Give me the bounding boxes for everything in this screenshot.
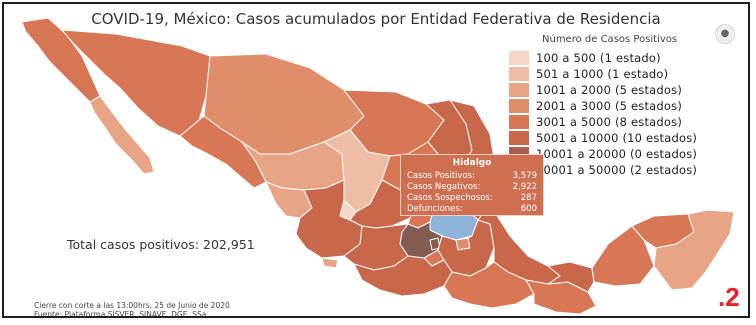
state-quintana-roo[interactable] [653, 209, 735, 291]
legend-label: 501 a 1000 (1 estado) [536, 67, 669, 81]
tooltip-row: Casos Positivos: 3,579 [407, 171, 539, 182]
legend-swatch [509, 99, 529, 113]
legend-label: 2001 a 3000 (5 estados) [536, 99, 683, 113]
tooltip-value: 600 [520, 204, 537, 214]
info-icon: ● [720, 28, 730, 39]
legend-swatch [509, 51, 529, 65]
legend-swatch [509, 115, 529, 129]
tooltip-state-name: Hidalgo [452, 158, 492, 168]
state-baja-california[interactable] [21, 17, 101, 103]
footer-cutoff-note: Cierre con corte a las 13:00hrs, 25 de J… [34, 301, 230, 310]
legend-swatch [509, 67, 529, 81]
state-guerrero[interactable] [353, 255, 453, 297]
tooltip-row: Defunciones: 600 [407, 204, 539, 215]
tooltip-value: 2,922 [512, 182, 537, 192]
info-button[interactable]: ● [715, 24, 735, 44]
state-tabasco[interactable] [547, 261, 595, 293]
legend-label: 3001 a 5000 (8 estados) [536, 115, 683, 129]
state-baja-california-sur[interactable] [89, 95, 155, 175]
legend-swatch [509, 83, 529, 97]
state-sonora[interactable] [61, 29, 211, 137]
tooltip-value: 287 [520, 193, 537, 203]
footer-source-note: Fuente: Plataforma SISVER, SINAVE, DGE, … [34, 310, 209, 318]
map-title: COVID-19, México: Casos acumulados por E… [91, 10, 661, 28]
total-positive-cases: Total casos positivos: 202,951 [67, 237, 255, 252]
state-tooltip: Hidalgo Casos Positivos: 3,579 Casos Neg… [400, 154, 544, 216]
legend-label: 5001 a 10000 (10 estados) [536, 131, 698, 145]
map-visual: COVID-19, México: Casos acumulados por E… [2, 2, 750, 318]
tooltip-label: Casos Sospechosos: [407, 193, 493, 203]
legend-label: 1001 a 2000 (5 estados) [536, 83, 683, 97]
legend-label: 10001 a 20000 (0 estados) [536, 147, 698, 161]
legend-label: 100 a 500 (1 estado) [536, 51, 661, 65]
legend-swatch [509, 131, 529, 145]
state-sinaloa[interactable] [179, 115, 267, 189]
tooltip-label: Casos Positivos: [407, 171, 475, 181]
tooltip-label: Casos Negativos: [407, 182, 481, 192]
page-number: .2 [718, 282, 740, 312]
tooltip-label: Defunciones: [407, 204, 463, 214]
tooltip-value: 3,579 [512, 171, 537, 181]
legend-title: Número de Casos Positivos [542, 34, 678, 45]
legend-label: 20001 a 50000 (2 estados) [536, 163, 698, 177]
tooltip-row: Casos Sospechosos: 287 [407, 193, 539, 204]
state-colima[interactable] [321, 257, 339, 269]
tooltip-row: Casos Negativos: 2,922 [407, 182, 539, 193]
